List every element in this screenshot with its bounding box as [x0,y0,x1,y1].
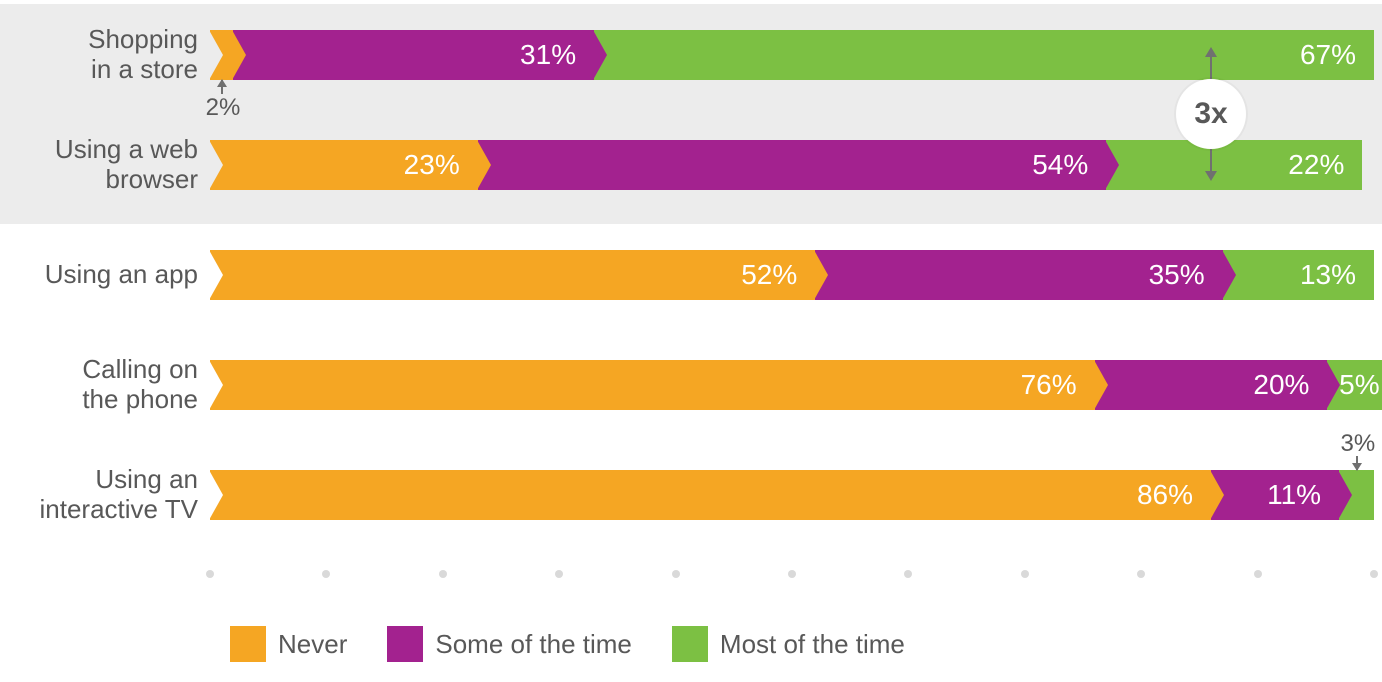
legend: Never Some of the time Most of the time [230,626,905,662]
legend-swatch [230,626,266,662]
axis-tick [206,570,214,578]
chart-row: Using a webbrowser 23% 54% 22% [0,110,1382,220]
axis-tick [672,570,680,578]
callout-arrowhead [217,79,227,87]
chart-row: Calling onthe phone 76% 20% 5% [0,330,1382,440]
bar-area: 52% 35% 13% [210,250,1374,300]
legend-swatch [672,626,708,662]
bar-segment-most: 22% [1106,140,1362,190]
bar-segment-never: 52% [210,250,815,300]
axis-tick [322,570,330,578]
bar-segment-some: 35% [815,250,1222,300]
legend-item-most: Most of the time [672,626,905,662]
segment-value: 13% [1300,259,1356,291]
axis-tick [904,570,912,578]
bar-segment-never: 76% [210,360,1095,410]
legend-item-some: Some of the time [387,626,632,662]
bar-segment-most: 5% [1327,360,1382,410]
bar-segment-most: 13% [1223,250,1374,300]
legend-label: Some of the time [435,629,632,660]
bar-segment-most [1339,470,1374,520]
segment-value: 20% [1253,369,1309,401]
bar-segment-most: 67% [594,30,1374,80]
segment-value: 52% [741,259,797,291]
legend-label: Most of the time [720,629,905,660]
bar-segment-never [210,30,233,80]
legend-swatch [387,626,423,662]
badge-arrow-down [1205,171,1217,181]
segment-value: 5% [1339,369,1379,401]
chart-row: Shoppingin a store2%31%67% [0,0,1382,110]
axis-tick [788,570,796,578]
segment-value: 22% [1288,149,1344,181]
segment-value: 35% [1149,259,1205,291]
segment-value: 86% [1137,479,1193,511]
segment-value: 23% [404,149,460,181]
row-label: Using an app [0,260,210,290]
segment-value: 76% [1021,369,1077,401]
chart-row: Using an app 52% 35% 13% [0,220,1382,330]
segment-value: 67% [1300,39,1356,71]
bar-segment-never: 86% [210,470,1211,520]
axis-tick [1370,570,1378,578]
segment-value: 54% [1032,149,1088,181]
row-label: Using aninteractive TV [0,465,210,525]
multiplier-badge: 3x [1176,79,1246,149]
bar-area: 76%20%5% [210,360,1374,410]
bar-segment-some: 11% [1211,470,1339,520]
axis-tick [1021,570,1029,578]
bar-segment-some: 20% [1095,360,1328,410]
axis-tick [1137,570,1145,578]
row-label: Shoppingin a store [0,25,210,85]
segment-value: 11% [1267,479,1321,511]
badge-arrow-up [1205,47,1217,57]
legend-label: Never [278,629,347,660]
x-axis-ticks [210,570,1374,582]
axis-tick [1254,570,1262,578]
stacked-bar-chart: Shoppingin a store2%31%67%Using a webbro… [0,0,1382,682]
bar-segment-some: 31% [233,30,594,80]
segment-callout: 3% [1341,430,1376,458]
callout-arrowhead [1352,463,1362,471]
bar-area: 86%11%3% [210,470,1374,520]
legend-item-never: Never [230,626,347,662]
row-label: Using a webbrowser [0,135,210,195]
bar-segment-some: 54% [478,140,1107,190]
row-label: Calling onthe phone [0,355,210,415]
bar-area: 2%31%67% [210,30,1374,80]
chart-row: Using aninteractive TV86%11%3% [0,440,1382,550]
axis-tick [555,570,563,578]
bar-segment-never: 23% [210,140,478,190]
bar-area: 23% 54% 22% [210,140,1374,190]
segment-value: 31% [520,39,576,71]
axis-tick [439,570,447,578]
